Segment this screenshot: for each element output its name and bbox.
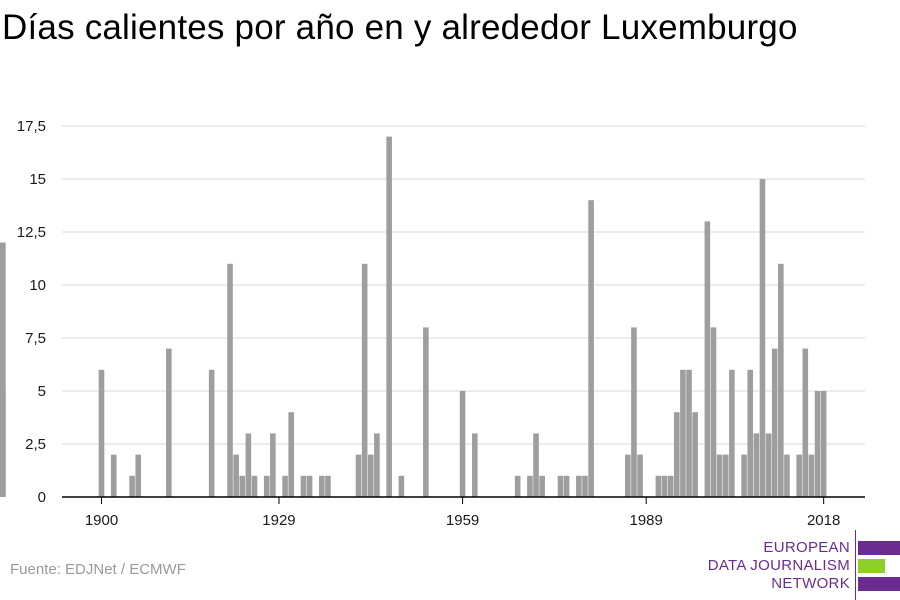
x-tick-label: 1900 bbox=[85, 512, 118, 529]
bar bbox=[319, 475, 325, 497]
bar bbox=[300, 475, 307, 497]
bar bbox=[245, 433, 252, 497]
source-note: Fuente: EDJNet / ECMWF bbox=[10, 561, 186, 578]
bar bbox=[673, 412, 680, 497]
bar bbox=[796, 454, 802, 497]
bar-chart: 0 2,5 5 7,5 10 12,5 15 17,5 1900 1929 1959 1989 201… bbox=[0, 118, 865, 529]
bar bbox=[374, 433, 380, 497]
bar bbox=[282, 475, 288, 497]
logo-line-2: DATA JOURNALISM bbox=[707, 557, 850, 574]
bar bbox=[759, 179, 766, 497]
logo-line-3: NETWORK bbox=[771, 575, 850, 592]
y-axis-labels: 0 2,5 5 7,5 10 12,5 15 17,5 bbox=[17, 118, 46, 506]
bar bbox=[808, 454, 815, 497]
bar bbox=[747, 369, 754, 497]
bar bbox=[166, 348, 172, 497]
y-tick-label: 10 bbox=[29, 277, 46, 294]
bar bbox=[753, 433, 760, 497]
bar bbox=[233, 454, 239, 497]
x-tick-label: 1989 bbox=[629, 512, 662, 529]
y-tick-label: 0 bbox=[38, 489, 46, 506]
bar bbox=[557, 475, 564, 497]
bar bbox=[655, 475, 662, 497]
bar bbox=[325, 475, 331, 497]
bar bbox=[135, 454, 142, 497]
bar bbox=[661, 475, 668, 497]
bar bbox=[784, 454, 790, 497]
bar bbox=[771, 348, 778, 497]
bar bbox=[208, 369, 215, 497]
bar bbox=[778, 263, 784, 497]
bar bbox=[110, 454, 117, 497]
bar bbox=[716, 454, 723, 497]
bar bbox=[582, 475, 588, 497]
bar bbox=[563, 475, 570, 497]
bars bbox=[0, 136, 827, 497]
bar bbox=[288, 412, 295, 497]
edjnet-logo[interactable]: EUROPEAN DATA JOURNALISM NETWORK bbox=[700, 530, 900, 600]
bar bbox=[472, 433, 478, 497]
bar bbox=[710, 327, 717, 497]
y-tick-label: 17,5 bbox=[17, 118, 46, 135]
bar bbox=[459, 391, 466, 497]
x-axis: 1900 1929 1959 1989 2018 bbox=[62, 496, 865, 529]
y-tick-label: 7,5 bbox=[25, 330, 46, 347]
bar bbox=[270, 433, 276, 497]
bar bbox=[588, 200, 594, 497]
bar bbox=[741, 454, 747, 497]
bar bbox=[263, 475, 270, 497]
bar bbox=[98, 369, 105, 497]
logo-bar-green bbox=[858, 559, 885, 573]
bar bbox=[802, 348, 809, 497]
bar bbox=[361, 263, 368, 497]
bar bbox=[765, 433, 772, 497]
logo-bar-purple-top bbox=[858, 541, 900, 555]
bar bbox=[680, 369, 686, 497]
y-tick-label: 2,5 bbox=[25, 436, 46, 453]
logo-bar-purple-bottom bbox=[858, 577, 900, 591]
bar bbox=[367, 454, 374, 497]
logo-line-1: EUROPEAN bbox=[763, 539, 850, 556]
bar bbox=[227, 263, 233, 497]
y-tick-label: 5 bbox=[38, 383, 46, 400]
bar bbox=[631, 327, 637, 497]
bar bbox=[704, 221, 711, 497]
y-tick-label: 12,5 bbox=[17, 224, 46, 241]
bar bbox=[398, 475, 405, 497]
bar bbox=[686, 369, 692, 497]
bar bbox=[527, 475, 533, 497]
bar bbox=[386, 136, 392, 497]
chart-title: Días calientes por año en y alrededor Lu… bbox=[2, 8, 798, 47]
bar bbox=[129, 475, 135, 497]
bar bbox=[306, 475, 313, 497]
bar bbox=[625, 454, 631, 497]
bar bbox=[355, 454, 362, 497]
logo-divider bbox=[855, 530, 856, 600]
x-tick-label: 2018 bbox=[807, 512, 840, 529]
bar bbox=[692, 412, 698, 497]
bar bbox=[637, 454, 643, 497]
bar bbox=[239, 475, 246, 497]
x-tick-label: 1959 bbox=[446, 512, 479, 529]
x-tick-label: 1929 bbox=[262, 512, 295, 529]
bar bbox=[722, 454, 729, 497]
bar bbox=[533, 433, 539, 497]
bar bbox=[814, 391, 821, 497]
bar bbox=[820, 391, 827, 497]
bar bbox=[667, 475, 674, 497]
bar bbox=[251, 475, 258, 497]
bar bbox=[514, 475, 521, 497]
y-tick-label: 15 bbox=[29, 171, 46, 188]
bar bbox=[0, 242, 6, 497]
bar bbox=[576, 475, 582, 497]
bar bbox=[423, 327, 429, 497]
bar bbox=[729, 369, 735, 497]
bar bbox=[539, 475, 545, 497]
